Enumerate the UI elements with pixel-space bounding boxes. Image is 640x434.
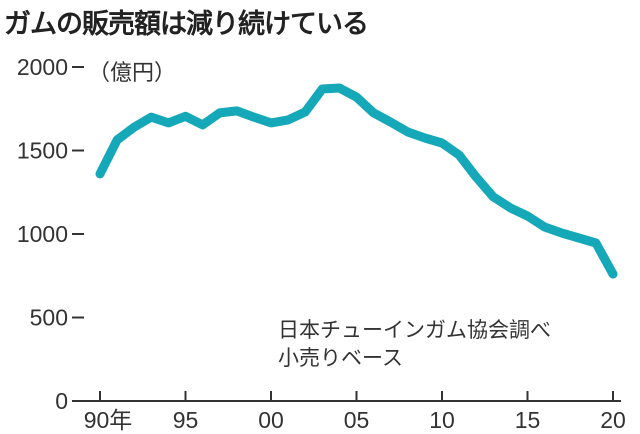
data-point (423, 136, 426, 139)
source-note-line-2: 小売りベース (278, 346, 403, 370)
data-point (218, 111, 221, 114)
x-tick-label: 10 (429, 407, 455, 433)
x-tick-label: 90年 (84, 407, 133, 433)
data-point (287, 118, 290, 121)
data-point (612, 273, 614, 276)
y-axis-unit-label: （億円） (88, 61, 176, 86)
data-point (235, 109, 238, 112)
x-tick-label: 20 (600, 407, 626, 433)
y-tick-label: 1000 (17, 221, 68, 247)
data-point (406, 130, 409, 133)
data-point (458, 154, 461, 157)
data-point (543, 225, 546, 228)
y-tick-label: 1500 (17, 138, 68, 164)
data-point (389, 121, 392, 124)
data-point (116, 138, 119, 141)
data-point (492, 195, 495, 198)
series-line (95, 83, 618, 279)
data-point (99, 172, 101, 175)
data-point (167, 121, 170, 124)
x-tick-label: 05 (344, 407, 370, 433)
x-tick-label: 00 (258, 407, 284, 433)
data-point (441, 141, 443, 144)
data-point (355, 96, 358, 99)
data-point (304, 110, 307, 113)
data-point (252, 116, 255, 119)
data-point (133, 126, 136, 129)
data-point (372, 111, 375, 114)
data-point (184, 115, 187, 118)
y-tick-label: 2000 (17, 54, 68, 80)
data-point (321, 88, 324, 91)
data-point (577, 237, 580, 240)
source-note-line-1: 日本チューインガム協会調べ (278, 318, 551, 342)
x-tick-label: 95 (173, 407, 199, 433)
data-point (270, 121, 272, 124)
chart-title: ガムの販売額は減り続けている (4, 9, 369, 40)
y-tick-label: 0 (55, 388, 68, 414)
data-point (526, 214, 529, 217)
data-point (475, 176, 478, 179)
data-point (560, 231, 563, 234)
x-tick-label: 15 (515, 407, 541, 433)
data-point (594, 242, 597, 245)
data-point (338, 87, 341, 90)
y-tick-label: 500 (30, 305, 68, 331)
data-point (150, 116, 153, 119)
data-point (509, 206, 512, 209)
data-point (201, 123, 204, 126)
